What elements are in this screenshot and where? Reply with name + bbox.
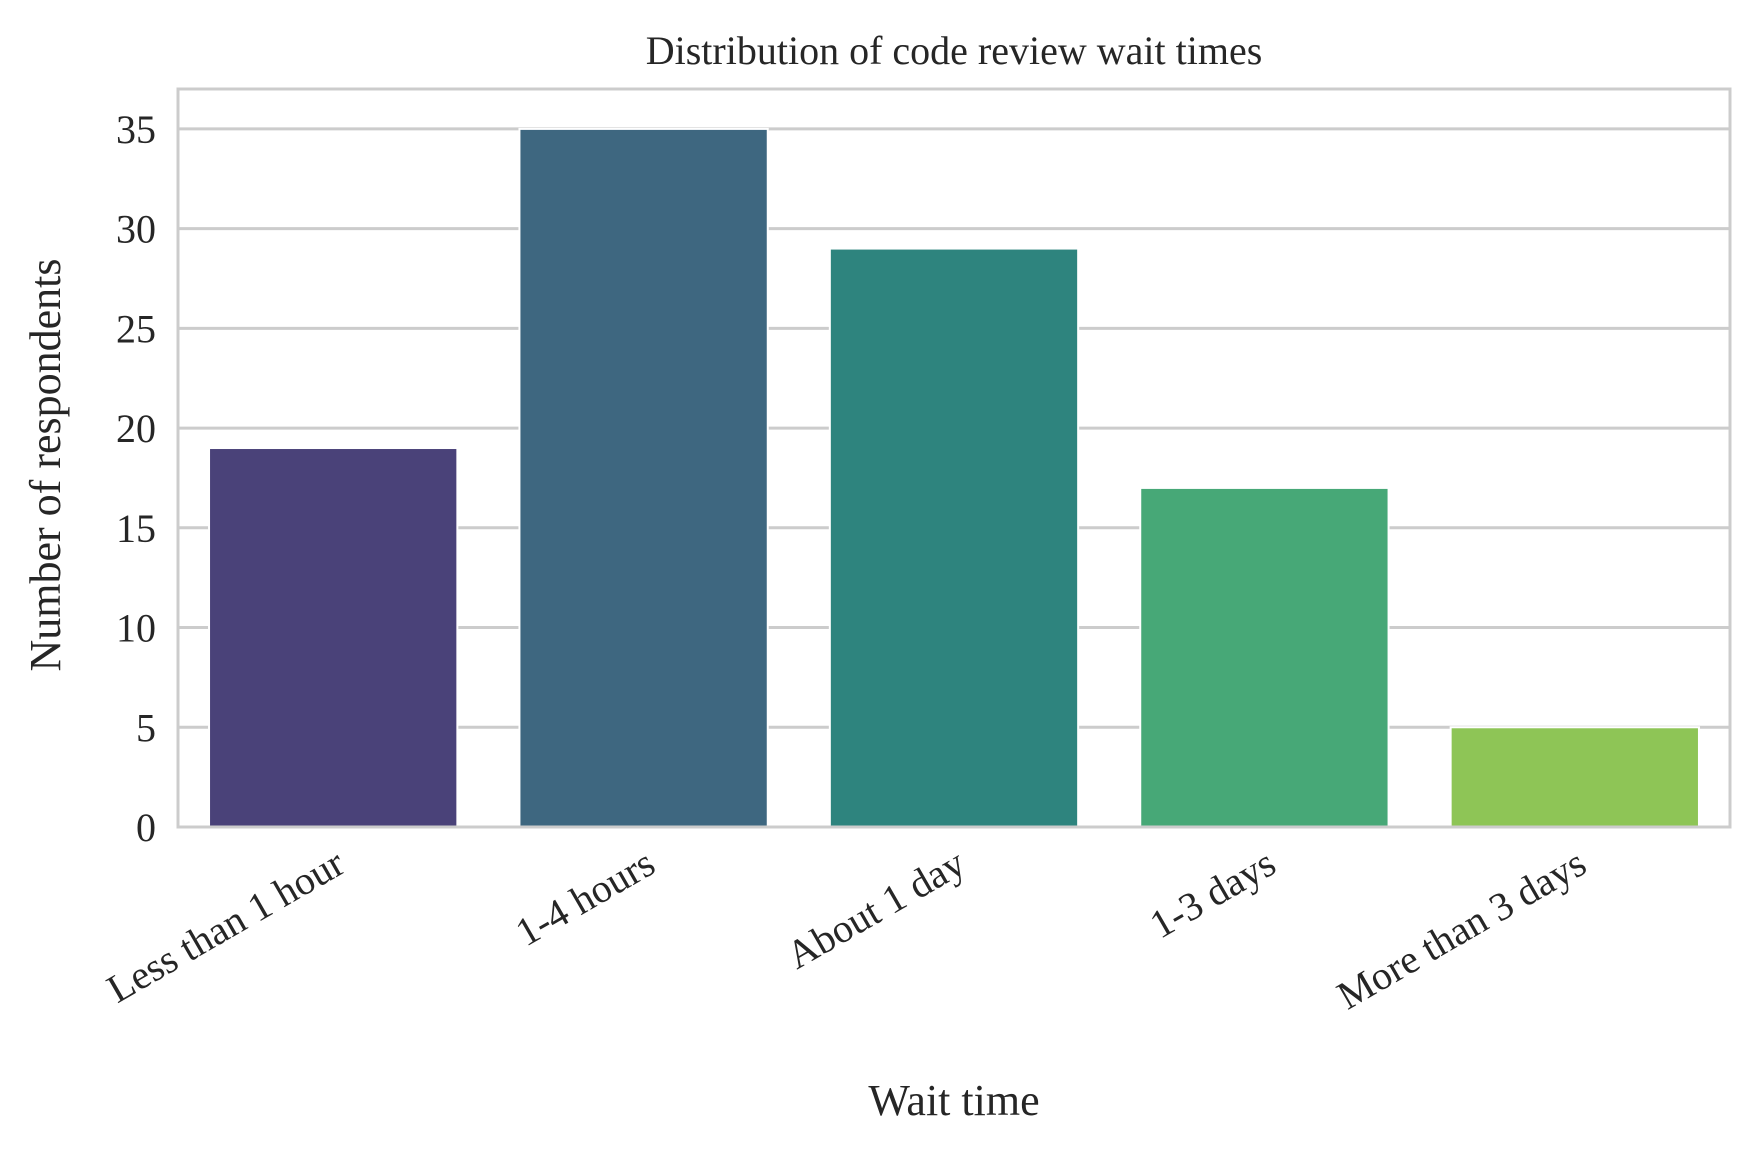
bar-more-than-3-days <box>1449 726 1700 828</box>
bar-1-4-hours <box>518 127 769 828</box>
plot-frame <box>176 87 1732 829</box>
y-tick-label: 20 <box>116 406 156 451</box>
y-tick-label: 30 <box>116 207 156 252</box>
x-axis-label: Wait time <box>868 1076 1039 1125</box>
y-tick-label: 5 <box>136 705 156 750</box>
bar-about-1-day <box>828 247 1080 828</box>
bar-less-than-1-hour <box>208 447 459 828</box>
bar-1-3-days <box>1139 486 1390 828</box>
y-axis-label: Number of respondents <box>21 258 70 671</box>
y-tick-label: 10 <box>116 606 156 651</box>
y-tick-label: 25 <box>116 306 156 351</box>
y-tick-labels: 0 5 10 15 20 25 30 35 <box>116 107 156 850</box>
chart-title: Distribution of code review wait times <box>646 28 1263 73</box>
y-tick-label: 15 <box>116 506 156 551</box>
y-tick-label: 35 <box>116 107 156 152</box>
bars <box>208 127 1700 828</box>
y-tick-label: 0 <box>136 805 156 850</box>
